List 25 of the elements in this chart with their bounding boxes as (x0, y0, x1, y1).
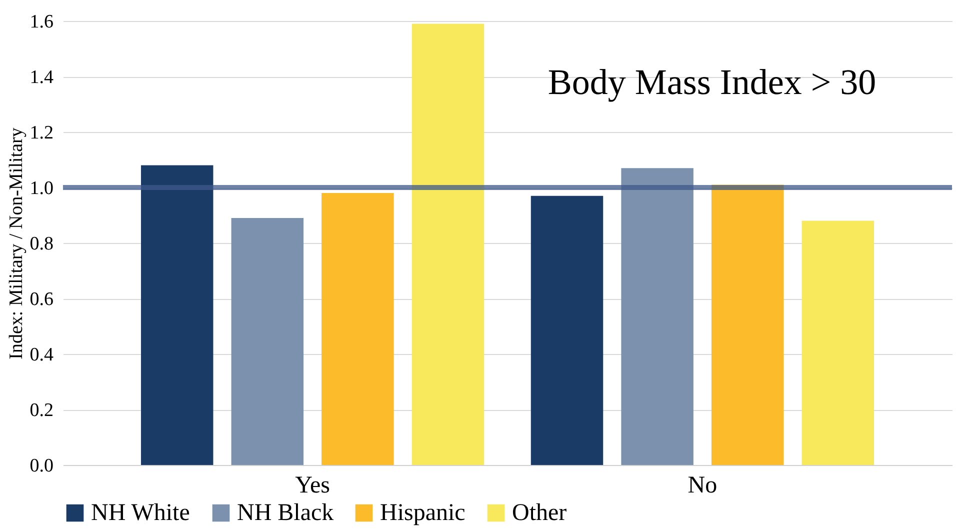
bar (621, 168, 694, 465)
y-tick-label: 1.4 (30, 67, 54, 88)
y-tick-label: 1.0 (30, 178, 54, 199)
bar (412, 24, 484, 465)
bar (231, 218, 304, 465)
y-tick-label: 0.2 (30, 400, 54, 421)
legend-label: Other (512, 500, 567, 526)
bar (711, 184, 784, 465)
y-tick-label: 0.8 (30, 234, 54, 254)
y-tick-label: 0.4 (30, 344, 54, 366)
x-tick-label: Yes (295, 472, 330, 498)
legend-label: NH Black (237, 500, 334, 526)
y-tick-label: 1.2 (30, 122, 54, 144)
x-tick-label: No (688, 472, 718, 498)
y-tick-label: 0.6 (30, 289, 54, 310)
bar (140, 165, 214, 465)
y-tick-label: 1.6 (30, 12, 54, 32)
bar (530, 196, 604, 465)
legend-label: NH White (91, 500, 190, 526)
y-tick-label: 0.0 (30, 456, 54, 476)
legend-label: Hispanic (380, 500, 466, 526)
bar (802, 220, 874, 465)
y-axis-title: Index: Military / Non-Military (6, 127, 27, 360)
annotation: Body Mass Index > 30 (548, 62, 876, 102)
bar (322, 193, 394, 465)
